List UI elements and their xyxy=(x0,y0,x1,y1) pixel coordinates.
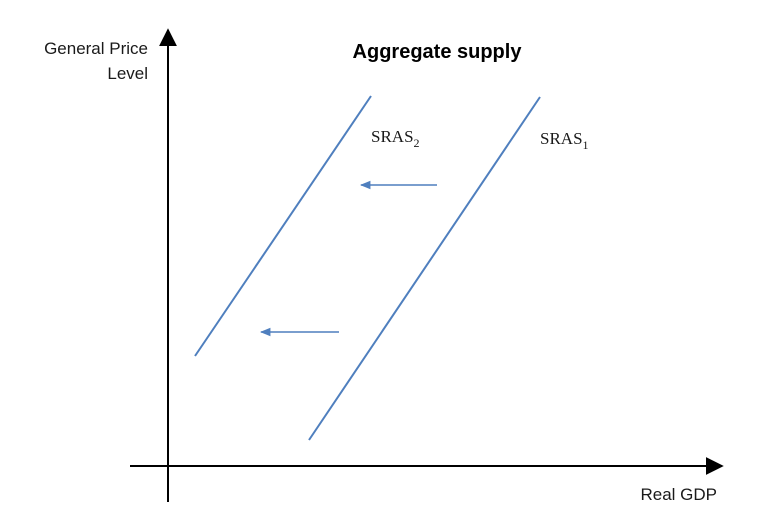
y-axis-label-line1: General Price xyxy=(44,39,148,58)
sras1-label-subscript: 1 xyxy=(583,138,589,152)
chart-title: Aggregate supply xyxy=(353,41,523,63)
sras2-label-subscript: 2 xyxy=(414,136,420,150)
sras2-label-main: SRAS xyxy=(371,127,414,146)
x-axis-label: Real GDP xyxy=(640,485,717,504)
sras1-label-main: SRAS xyxy=(540,129,583,148)
sras1-label: SRAS1 xyxy=(540,129,589,152)
y-axis-label-line2: Level xyxy=(107,64,148,83)
sras2-label: SRAS2 xyxy=(371,127,420,150)
sras2-curve xyxy=(194,95,372,357)
sras1-curve xyxy=(308,96,541,441)
